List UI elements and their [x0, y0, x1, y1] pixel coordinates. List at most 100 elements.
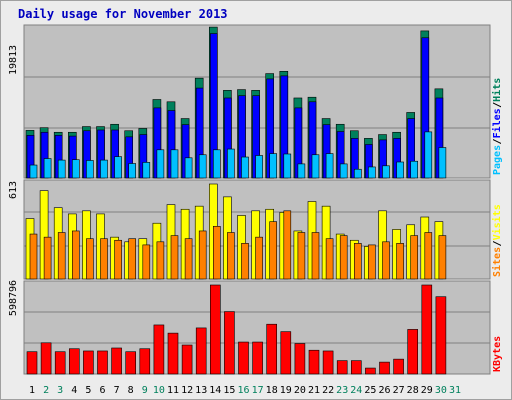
kbytes-bar — [97, 350, 108, 375]
pages-bar — [382, 165, 390, 179]
day-label: 16 — [237, 385, 249, 396]
sites-bar — [424, 232, 433, 280]
kbytes-bar — [322, 350, 334, 375]
pages-bar — [170, 149, 179, 179]
legend-entry: Pages — [492, 145, 503, 175]
day-label: 2 — [43, 385, 49, 396]
sites-bar — [198, 230, 207, 280]
y-max-label-visits-sites: 613 — [8, 181, 19, 199]
sites-bar — [382, 241, 390, 280]
kbytes-bar — [421, 284, 433, 375]
kbytes-bar — [210, 284, 221, 375]
sites-bar — [184, 238, 193, 280]
day-label: 27 — [393, 385, 405, 396]
sites-bar — [213, 226, 221, 280]
legend-entry: Sites — [491, 247, 503, 277]
kbytes-bar — [54, 351, 66, 375]
sites-bar — [339, 235, 348, 280]
day-label: 30 — [435, 385, 447, 396]
kbytes-bar — [350, 360, 362, 375]
kbytes-bar — [167, 332, 179, 375]
day-label: 10 — [153, 385, 165, 396]
sites-bar — [438, 235, 447, 280]
day-label: 18 — [266, 385, 278, 396]
sites-bar — [396, 243, 404, 280]
day-label: 19 — [280, 385, 292, 396]
sites-bar — [410, 235, 419, 280]
sites-bar — [297, 232, 306, 280]
legend-separator: / — [492, 102, 503, 108]
sites-bar — [86, 238, 94, 280]
pages-bar — [57, 159, 66, 179]
pages-bar — [241, 156, 249, 179]
legend-kbytes: KBytes — [492, 336, 503, 372]
pages-bar — [339, 163, 348, 179]
pages-bar — [72, 159, 80, 179]
day-label: 8 — [128, 385, 134, 396]
pages-bar — [86, 160, 94, 179]
sites-bar — [128, 238, 136, 280]
kbytes-bar — [393, 358, 404, 375]
kbytes-bar — [40, 342, 52, 375]
pages-bar — [297, 163, 306, 179]
y-max-label-hits-files-pages: 19813 — [8, 45, 19, 75]
pages-bar — [396, 161, 404, 179]
day-label: 7 — [114, 385, 120, 396]
day-label: 14 — [209, 385, 221, 396]
sites-bar — [283, 210, 292, 280]
kbytes-bar — [181, 344, 193, 375]
sites-bar — [269, 221, 278, 280]
legend-separator: / — [492, 240, 503, 246]
day-label: 9 — [142, 385, 148, 396]
day-label: 12 — [181, 385, 193, 396]
kbytes-bar — [336, 360, 348, 375]
pages-bar — [368, 166, 376, 179]
kbytes-bar — [280, 331, 292, 375]
kbytes-bar — [139, 348, 151, 375]
kbytes-bar — [125, 351, 136, 375]
sites-bar — [255, 236, 263, 280]
sites-bar — [100, 238, 108, 280]
pages-bar — [100, 159, 108, 179]
pages-bar — [43, 158, 52, 179]
pages-bar — [227, 148, 235, 179]
day-label: 6 — [99, 385, 105, 396]
kbytes-bar — [111, 347, 122, 375]
pages-bar — [311, 154, 320, 179]
sites-bar — [241, 243, 249, 280]
kbytes-bar — [365, 367, 376, 375]
sites-bar — [353, 243, 362, 280]
pages-bar — [283, 153, 292, 179]
sites-bar — [142, 244, 151, 280]
day-label: 11 — [167, 385, 179, 396]
legend-hits-files-pages: Pages/Files/Hits — [491, 78, 503, 175]
kbytes-bar — [195, 327, 207, 375]
pages-bar — [114, 156, 122, 179]
kbytes-bar — [153, 324, 165, 375]
legend-entry: KBytes — [492, 336, 503, 372]
legend-visits-sites: Sites/Visits — [491, 204, 503, 277]
sites-bar — [311, 232, 320, 280]
day-label: 25 — [364, 385, 376, 396]
kbytes-bar — [266, 323, 278, 375]
day-label: 5 — [85, 385, 91, 396]
kbytes-bar — [83, 350, 94, 375]
sites-bar — [72, 230, 80, 280]
kbytes-bar — [69, 348, 80, 375]
kbytes-bar — [379, 361, 390, 375]
legend-separator: / — [492, 138, 503, 144]
sites-bar — [43, 236, 52, 280]
day-label: 31 — [449, 385, 461, 396]
sites-bar — [29, 233, 38, 280]
pages-bar — [438, 147, 447, 179]
kbytes-bar — [308, 349, 320, 375]
pages-bar — [269, 153, 278, 179]
day-label: 26 — [378, 385, 390, 396]
legend-entry: Visits — [491, 204, 503, 240]
day-label: 20 — [294, 385, 306, 396]
sites-bar — [156, 241, 165, 280]
day-label: 13 — [195, 385, 207, 396]
sites-bar — [114, 239, 122, 280]
day-label: 29 — [421, 385, 433, 396]
